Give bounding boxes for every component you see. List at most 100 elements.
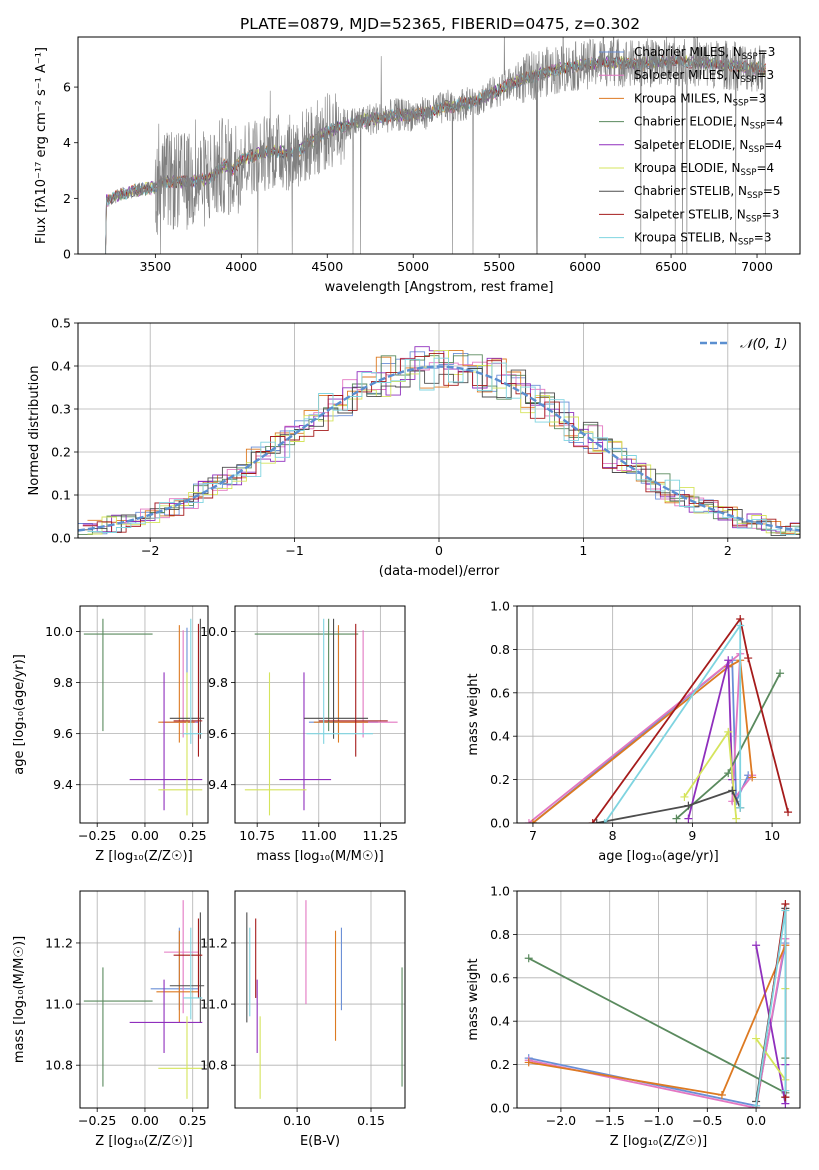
y-tick-label: 9.6 (53, 726, 73, 741)
errorbar-point (313, 625, 369, 743)
weight-marker (724, 769, 733, 778)
weight-marker (784, 808, 793, 817)
x-tick-label: −1.5 (595, 1113, 625, 1128)
x-tick-label: −0.5 (692, 1113, 722, 1128)
weight-line (528, 942, 787, 1107)
weight-line (596, 789, 742, 823)
residual-histogram (82, 352, 800, 533)
x-tick-label: 8 (609, 828, 617, 843)
x-tick-label: 0.25 (179, 828, 207, 843)
weight-marker (524, 1058, 533, 1067)
legend-label-3: Chabrier ELODIE, NSSP=4 (634, 115, 783, 132)
errorbar-point (173, 623, 203, 757)
y-tick-label: 0.4 (490, 729, 510, 744)
legend-label-4: Salpeter ELODIE, NSSP=4 (634, 138, 782, 155)
x-tick-label: 11.25 (362, 828, 398, 843)
legend-gauss-label: 𝒩(0, 1) (740, 337, 787, 352)
plot-area (244, 618, 398, 816)
weight-marker (752, 941, 761, 950)
weight-marker (781, 906, 790, 915)
weight-marker (736, 621, 745, 630)
y-tick-label: 0.8 (490, 642, 510, 657)
y-tick-label: 0.5 (51, 316, 71, 331)
weight-marker (736, 803, 745, 812)
gaussian-curve (78, 365, 800, 532)
x-tick-label: 0.25 (179, 1113, 207, 1128)
errorbar-point (183, 618, 203, 744)
y-tick-label: 1.0 (490, 599, 510, 614)
x-axis-label: (data-model)/error (379, 564, 500, 579)
panel-spectrum: 3500 4000 4500 5000 5500 6000 6500 7000 0 2 4 6 wave… (34, 36, 801, 295)
y-tick-label: 11.0 (45, 997, 73, 1012)
y-tick-label: 0.2 (51, 445, 71, 460)
errorbar-point (318, 623, 388, 757)
errorbar-point (306, 618, 373, 744)
plot-area (83, 900, 205, 1099)
errorbar-point (83, 967, 153, 1087)
weight-marker (588, 819, 597, 823)
panel-age-vs-Z: −0.25 0.00 0.25 9.4 9.6 9.8 10.0 Z [log₁₀(Z/Z☉)… (12, 605, 209, 864)
errorbar-point (164, 900, 199, 1014)
weight-marker (524, 954, 533, 963)
y-tick-label: 10.8 (200, 1058, 228, 1073)
weight-marker (684, 801, 693, 810)
panel-residuals: −2 −1 0 1 2 0.0 0.1 0.2 0.3 0.4 0.5 (data-model)/er… (27, 316, 801, 579)
y-axis-label: mass weight (466, 673, 481, 755)
grid-lines (517, 890, 800, 1109)
x-tick-label: −2 (141, 543, 159, 558)
x-tick-label: 0.00 (131, 1113, 159, 1128)
y-tick-label: 11.2 (200, 935, 228, 950)
y-tick-label: 0.0 (51, 531, 71, 546)
y-tick-label: 11.2 (45, 935, 73, 950)
axes-frame (77, 36, 801, 255)
weight-marker (748, 773, 757, 782)
grid-lines (235, 606, 405, 823)
panel-age-vs-mass: 10.75 11.00 11.25 9.4 9.6 9.8 10.0 mass [log₁₀(… (200, 605, 406, 864)
plot-area (105, 37, 766, 254)
errorbar-point (158, 1016, 203, 1099)
panel-mass-vs-EBV: 0.10 0.15 10.8 11.0 11.2 E(B-V) (200, 890, 406, 1149)
y-axis-label: mass [log₁₀(M/M☉)] (12, 936, 27, 1063)
grid-lines (517, 605, 800, 824)
x-tick-label: 11.00 (301, 828, 337, 843)
x-tick-label: 0.15 (357, 1113, 385, 1128)
weight-marker (684, 814, 693, 823)
legend-label-1: Salpeter MILES, NSSP=3 (634, 68, 774, 85)
panel-weight-vs-age: 7 8 9 10 0.0 0.2 0.4 0.6 0.8 1.0 age [log₁₀(age/yr… (466, 599, 801, 864)
x-tick-label: 10.75 (239, 828, 275, 843)
x-axis-label: Z [log₁₀(Z/Z☉)] (95, 1134, 192, 1149)
x-axis-label: wavelength [Angstrom, rest frame] (325, 280, 554, 295)
y-tick-label: 0.6 (490, 685, 510, 700)
plot-area (83, 618, 205, 816)
y-tick-label: 6 (63, 80, 71, 95)
x-tick-label: 6000 (569, 259, 601, 274)
weight-marker (752, 1101, 761, 1108)
x-tick-label: 0.00 (131, 828, 159, 843)
y-tick-label: 0.6 (490, 970, 510, 985)
y-tick-label: 10.0 (45, 624, 73, 639)
figure-title: PLATE=0879, MJD=52365, FIBERID=0475, z=0… (240, 15, 640, 33)
y-tick-label: 0.4 (51, 359, 71, 374)
grid-lines (80, 891, 208, 1108)
plot-area (78, 346, 800, 537)
y-tick-label: 0.8 (490, 927, 510, 942)
y-tick-label: 0.2 (490, 1057, 510, 1072)
weight-line (591, 616, 789, 823)
x-tick-label: 3500 (139, 259, 171, 274)
weight-marker (600, 819, 609, 823)
panel-mass-vs-Z: −0.25 0.00 0.25 10.8 11.0 11.2 Z [log₁₀(Z/Z☉)]… (12, 890, 209, 1149)
y-axis-label: Flux [fλ10⁻¹⁷ erg cm⁻² s⁻¹ A⁻¹] (34, 47, 49, 244)
x-tick-label: 0 (435, 543, 443, 558)
y-tick-label: 0.4 (490, 1014, 510, 1029)
weight-line (528, 938, 787, 1108)
axes-frame (234, 890, 406, 1109)
errorbar-point (169, 912, 205, 1023)
x-tick-label: 7000 (741, 259, 773, 274)
weight-marker (524, 819, 533, 823)
x-tick-label: 5000 (397, 259, 429, 274)
weight-marker (752, 1034, 761, 1043)
errorbar-point (254, 618, 359, 732)
y-tick-label: 9.4 (53, 777, 73, 792)
weight-marker (717, 1090, 726, 1099)
